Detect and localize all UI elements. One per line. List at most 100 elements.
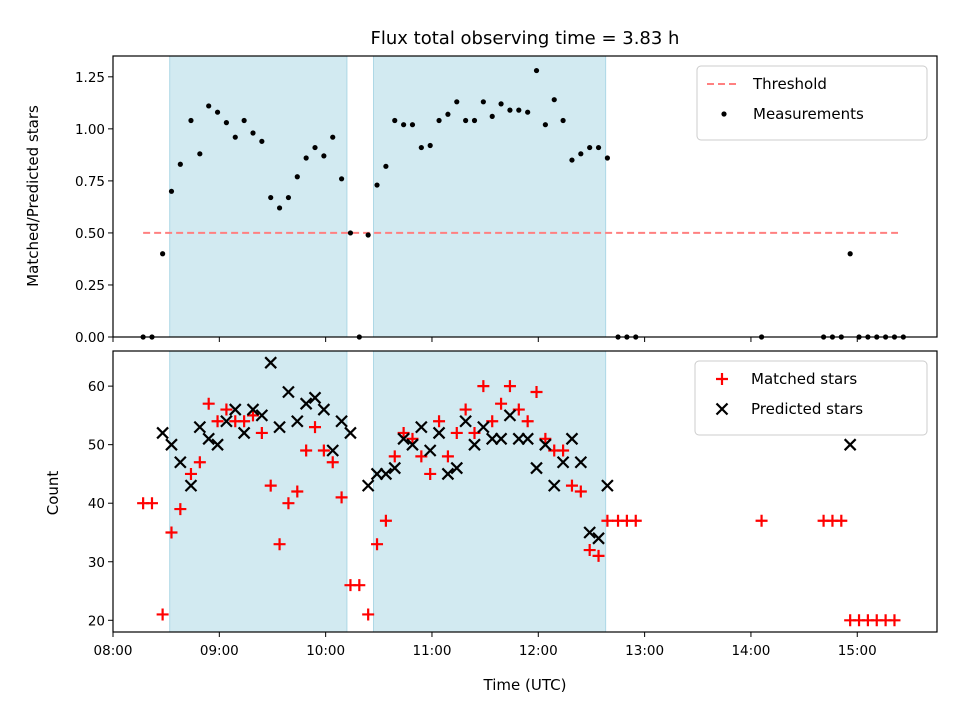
measurements-point [471, 117, 478, 124]
x-tick-label: 13:00 [625, 643, 664, 659]
measurements-point [480, 99, 486, 105]
matched-stars-point [433, 415, 446, 428]
matched-stars-point [193, 456, 206, 469]
chart-title: Flux total observing time = 3.83 h [371, 28, 680, 49]
measurements-point [374, 182, 380, 188]
measurements-point [560, 117, 566, 124]
measurements-point [401, 122, 407, 128]
predicted-stars-point [397, 432, 410, 446]
matched-stars-point [273, 538, 286, 551]
measurements-point [223, 120, 230, 126]
top-y-tick-label: 0.00 [75, 330, 105, 346]
measurements-point [507, 107, 513, 113]
predicted-stars-point [174, 455, 187, 469]
measurements-point [489, 113, 495, 119]
measurements-point [232, 134, 238, 140]
predicted-stars-point [255, 409, 269, 422]
measurements-point [551, 97, 557, 103]
measurements-point [847, 251, 853, 257]
matched-stars-point [282, 497, 295, 510]
predicted-stars-point [592, 532, 605, 545]
measurements-point [445, 111, 451, 117]
predicted-stars-point [503, 409, 517, 422]
x-tick-label: 14:00 [731, 643, 770, 659]
matched-stars-point [477, 380, 490, 393]
matched-stars-point [291, 485, 304, 498]
predicted-stars-point [335, 414, 348, 428]
top-y-tick-label: 0.75 [75, 174, 105, 190]
matched-stars-point [441, 450, 454, 463]
matched-stars-point [156, 608, 169, 621]
matched-stars-point [335, 491, 348, 504]
measurements-point [463, 117, 469, 124]
matched-stars-point [220, 403, 233, 416]
predicted-stars-point [308, 391, 322, 405]
predicted-stars-point [450, 461, 464, 475]
measurements-point [321, 153, 327, 159]
x-axis-label: Time (UTC) [483, 676, 567, 694]
legend-predicted-stars-label: Predicted stars [751, 400, 863, 418]
measurements-point [250, 130, 256, 136]
predicted-stars-point [211, 438, 224, 451]
predicted-stars-point [459, 414, 472, 428]
matched-stars-point [397, 426, 410, 439]
matched-stars-point [309, 421, 322, 434]
matched-stars-point [888, 614, 901, 627]
predicted-stars-point [539, 438, 552, 451]
measurements-point [303, 155, 309, 161]
matched-stars-point [521, 415, 534, 428]
predicted-stars-point [494, 432, 508, 446]
matched-stars-point [459, 403, 472, 416]
matched-stars-point [592, 549, 605, 562]
top-y-tick-label: 0.25 [75, 278, 105, 294]
measurements-point [516, 107, 522, 113]
matched-stars-point [539, 432, 552, 445]
predicted-stars-point [565, 432, 579, 446]
matched-stars-point [300, 444, 313, 457]
x-tick-label: 10:00 [306, 643, 345, 659]
measurements-point [525, 109, 531, 115]
x-tick-label: 08:00 [94, 643, 133, 659]
measurements-point [294, 174, 300, 180]
matched-stars-point [835, 514, 848, 527]
top-shaded-interval [169, 55, 348, 338]
predicted-stars-point [202, 432, 215, 446]
measurements-point [168, 188, 175, 194]
measurements-point [427, 142, 433, 149]
measurements-point [392, 117, 398, 124]
predicted-stars-point [220, 414, 233, 428]
bottom-y-tick-label: 30 [88, 555, 105, 571]
predicted-stars-point [246, 403, 260, 416]
matched-stars-point [530, 385, 543, 398]
measurements-point [409, 122, 416, 128]
matched-stars-point [450, 426, 463, 439]
matched-stars-point [601, 514, 614, 527]
matched-stars-point [184, 467, 197, 480]
matched-stars-point [495, 397, 508, 410]
matched-stars-point [317, 444, 330, 457]
matched-stars-point [503, 380, 516, 393]
predicted-stars-point [388, 461, 402, 475]
matched-stars-point [202, 397, 215, 410]
matched-stars-point [565, 479, 578, 492]
bottom-panel: 20 30 40 50 60 08:00 09:00 10:00 11:00 12:00 13:00… [88, 350, 938, 659]
matched-stars-point [406, 432, 419, 445]
predicted-stars-point [530, 461, 543, 475]
matched-stars-point [353, 579, 366, 592]
legend-matched-stars-swatch [716, 373, 728, 385]
measurements-point [347, 230, 354, 236]
predicted-stars-point [441, 467, 455, 481]
measurements-point [533, 67, 540, 74]
x-tick-label: 12:00 [519, 643, 558, 659]
measurements-point [569, 157, 575, 163]
matched-stars-point [174, 503, 187, 516]
legend-threshold-label: Threshold [752, 75, 827, 93]
measurements-point [542, 122, 548, 128]
measurements-point [268, 194, 274, 201]
bottom-legend-box [694, 360, 928, 436]
predicted-stars-point [344, 426, 357, 440]
predicted-stars-point [521, 432, 534, 446]
x-tick-label: 15:00 [838, 643, 877, 659]
predicted-stars-point [406, 438, 419, 451]
measurements-point [285, 194, 292, 201]
